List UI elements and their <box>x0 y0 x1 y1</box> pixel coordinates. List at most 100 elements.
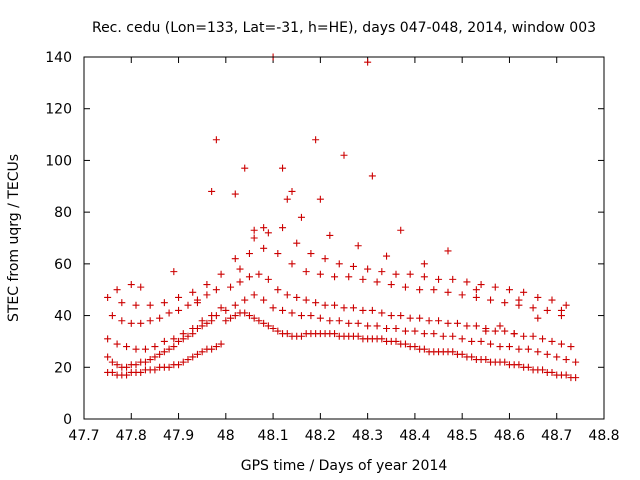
data-point <box>387 281 395 289</box>
x-tick-label: 47.8 <box>116 428 147 444</box>
data-point <box>312 136 320 144</box>
data-point <box>227 283 235 291</box>
data-point <box>472 286 480 294</box>
data-point <box>274 327 282 335</box>
data-point <box>160 299 168 307</box>
data-point <box>420 273 428 281</box>
data-point <box>127 319 135 327</box>
data-point <box>231 312 239 320</box>
data-point <box>548 296 556 304</box>
data-point <box>118 299 126 307</box>
data-point <box>515 296 523 304</box>
data-point <box>529 304 537 312</box>
data-point <box>189 288 197 296</box>
data-point <box>487 340 495 348</box>
data-point <box>241 164 249 172</box>
y-tick-label: 40 <box>54 309 72 325</box>
data-point <box>416 314 424 322</box>
data-point <box>222 306 230 314</box>
data-point <box>316 314 324 322</box>
data-point <box>496 343 504 351</box>
data-point <box>416 286 424 294</box>
data-point <box>501 327 509 335</box>
data-point <box>430 286 438 294</box>
data-point <box>108 312 116 320</box>
data-point <box>264 275 272 283</box>
data-point <box>368 172 376 180</box>
y-axis-label: STEC from uqrg / TECUs <box>6 154 22 322</box>
data-point <box>297 332 305 340</box>
data-point <box>293 293 301 301</box>
data-point <box>373 278 381 286</box>
data-point <box>335 260 343 268</box>
data-point <box>175 306 183 314</box>
data-point <box>288 309 296 317</box>
data-point <box>397 226 405 234</box>
data-point <box>245 312 253 320</box>
data-point <box>383 325 391 332</box>
data-point <box>572 358 580 366</box>
x-tick-label: 48.8 <box>588 428 619 444</box>
data-point <box>331 330 339 338</box>
data-point <box>132 345 140 353</box>
data-point <box>515 361 523 369</box>
data-point <box>368 306 376 314</box>
data-point <box>146 317 154 325</box>
y-tick-label: 140 <box>45 50 72 66</box>
data-point <box>383 252 391 260</box>
data-point <box>175 293 183 301</box>
data-point <box>127 281 135 289</box>
data-point <box>316 270 324 278</box>
data-point <box>307 250 315 258</box>
y-tick-label: 60 <box>54 257 72 273</box>
data-point <box>203 281 211 289</box>
data-point <box>340 304 348 312</box>
data-point <box>231 301 239 309</box>
data-point <box>193 299 201 307</box>
data-point <box>420 260 428 268</box>
data-point <box>241 309 249 317</box>
data-point <box>515 345 523 353</box>
x-tick-label: 48.4 <box>399 428 430 444</box>
data-point <box>132 361 140 369</box>
data-point <box>458 291 466 299</box>
data-point <box>439 332 447 340</box>
data-point <box>222 317 230 325</box>
data-point <box>501 358 509 366</box>
data-point <box>274 286 282 294</box>
data-point <box>293 239 301 247</box>
data-point <box>420 330 428 338</box>
data-point <box>260 296 268 304</box>
data-point <box>123 363 131 371</box>
data-point <box>359 275 367 283</box>
data-point <box>501 299 509 307</box>
data-point <box>331 301 339 309</box>
data-point <box>444 288 452 296</box>
x-tick-label: 48.2 <box>305 428 336 444</box>
data-point <box>156 350 164 358</box>
data-point <box>524 345 532 353</box>
data-point <box>539 335 547 343</box>
data-point <box>487 296 495 304</box>
data-point <box>401 340 409 348</box>
data-point <box>378 268 386 276</box>
data-point <box>326 231 334 239</box>
data-point <box>349 262 357 270</box>
data-point <box>227 314 235 322</box>
data-point <box>184 301 192 309</box>
data-point <box>505 343 513 351</box>
data-point <box>463 278 471 286</box>
data-point <box>288 260 296 268</box>
data-point <box>491 283 499 291</box>
data-point <box>539 366 547 374</box>
data-point <box>250 226 258 234</box>
data-point <box>104 353 112 361</box>
data-point <box>165 363 173 371</box>
data-point <box>123 371 131 379</box>
data-point <box>510 330 518 338</box>
data-point <box>335 317 343 325</box>
data-point <box>354 242 362 250</box>
data-point <box>364 58 372 66</box>
x-tick-label: 48.7 <box>541 428 572 444</box>
